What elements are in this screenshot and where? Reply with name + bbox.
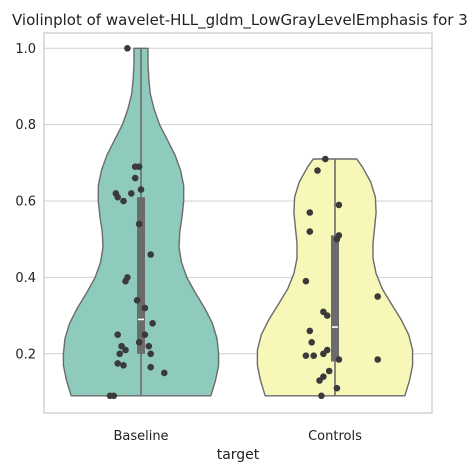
y-tick-label: 1.0	[15, 42, 36, 57]
data-point	[135, 163, 143, 170]
x-tick-label: Controls	[308, 429, 362, 444]
data-point	[120, 362, 127, 369]
chart-title: Violinplot of wavelet-HLL_gldm_LowGrayLe…	[12, 11, 468, 30]
data-point	[131, 174, 139, 182]
y-tick-label: 0.8	[15, 118, 36, 133]
data-point	[310, 352, 318, 360]
data-point	[145, 342, 153, 350]
data-point	[135, 339, 143, 346]
data-point	[325, 367, 333, 375]
data-point	[122, 346, 129, 354]
data-point	[147, 251, 154, 258]
data-points	[106, 45, 382, 400]
x-tick-labels: Baseline Controls	[113, 429, 362, 444]
data-point	[147, 350, 154, 358]
x-axis-label: target	[217, 447, 260, 463]
data-point	[110, 392, 118, 400]
data-point	[124, 45, 131, 52]
data-point	[114, 193, 121, 201]
data-point	[323, 312, 331, 319]
data-point	[318, 392, 325, 400]
iqr-box-controls	[331, 235, 339, 362]
data-point	[149, 320, 156, 327]
data-point	[335, 201, 343, 209]
data-point	[114, 331, 121, 339]
data-point	[314, 167, 321, 174]
data-point	[120, 197, 127, 205]
data-point	[306, 228, 314, 235]
data-point	[122, 277, 129, 285]
data-point	[141, 331, 149, 339]
data-point	[335, 356, 343, 363]
x-tick-label: Baseline	[113, 429, 168, 444]
data-point	[147, 363, 154, 371]
data-point	[137, 186, 145, 193]
data-point	[133, 297, 141, 304]
data-point	[302, 277, 310, 285]
data-point	[374, 293, 382, 300]
y-tick-label: 0.6	[15, 195, 36, 210]
data-point	[308, 339, 316, 346]
y-tick-label: 0.2	[15, 347, 36, 362]
data-point	[333, 384, 341, 392]
y-tick-label: 0.4	[15, 271, 36, 286]
plot-frame	[43, 32, 433, 414]
data-point	[333, 235, 341, 243]
data-point	[116, 350, 123, 358]
data-point	[302, 352, 310, 360]
data-point	[322, 155, 329, 163]
data-point	[374, 356, 382, 363]
data-point	[135, 220, 143, 228]
iqr-box-baseline	[137, 197, 145, 354]
data-point	[141, 304, 149, 312]
y-tick-labels: 0.2 0.4 0.6 0.8 1.0	[15, 42, 36, 363]
violins	[62, 47, 414, 397]
data-point	[114, 360, 121, 367]
data-point	[161, 369, 168, 377]
data-point	[128, 190, 135, 197]
data-point	[306, 209, 314, 216]
data-point	[306, 327, 314, 335]
data-point	[316, 377, 323, 384]
data-point	[320, 350, 327, 358]
